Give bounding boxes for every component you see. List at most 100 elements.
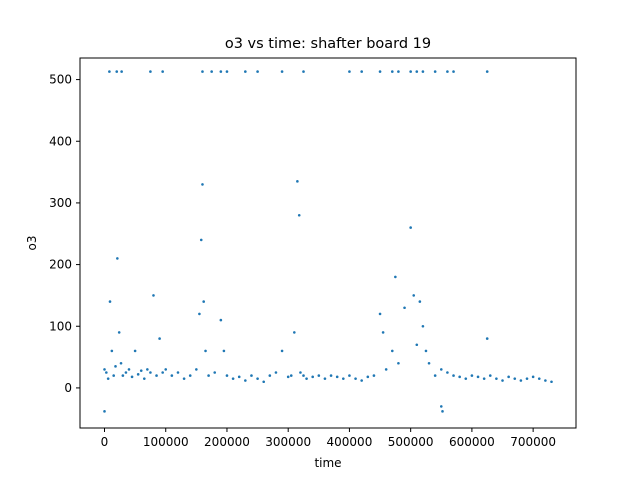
data-point <box>250 374 253 377</box>
data-point <box>366 375 370 379</box>
data-point <box>201 183 204 186</box>
data-point <box>244 379 247 382</box>
data-point <box>397 361 400 365</box>
data-point <box>198 312 201 316</box>
y-tick-label: 400 <box>49 134 72 148</box>
data-point <box>204 349 207 353</box>
data-point <box>225 374 229 377</box>
data-point <box>415 343 419 347</box>
data-point <box>397 70 400 73</box>
data-point <box>470 374 474 377</box>
y-tick-label: 200 <box>49 258 72 272</box>
data-point <box>110 349 114 353</box>
data-point <box>268 374 272 377</box>
data-point <box>507 375 510 379</box>
data-point <box>158 337 161 340</box>
data-point <box>421 70 425 73</box>
data-point <box>354 377 357 380</box>
data-point <box>360 70 363 73</box>
data-point <box>213 371 217 374</box>
data-point <box>335 375 339 379</box>
data-point <box>280 70 284 73</box>
y-tick-label: 300 <box>49 196 72 210</box>
data-point <box>482 377 486 380</box>
x-tick-label: 400000 <box>327 435 373 449</box>
data-point <box>262 380 266 384</box>
data-point <box>427 361 431 365</box>
x-axis-ticks: 0 100000 200000 300000 400000 500000 600000 700… <box>101 428 556 449</box>
data-point <box>222 349 226 353</box>
data-point <box>149 70 152 73</box>
data-point <box>256 70 259 73</box>
data-point <box>256 377 259 380</box>
data-point <box>348 374 351 377</box>
data-point <box>531 375 535 379</box>
data-point <box>210 70 213 73</box>
data-points <box>103 70 553 413</box>
data-point <box>329 374 333 377</box>
y-axis-label: o3 <box>25 236 39 251</box>
data-point <box>207 374 210 377</box>
y-tick-label: 500 <box>49 73 72 87</box>
data-point <box>378 312 382 316</box>
data-point <box>152 294 155 297</box>
data-point <box>121 374 125 377</box>
data-point <box>164 368 168 371</box>
data-point <box>412 294 416 297</box>
data-point <box>103 410 106 413</box>
data-point <box>231 377 235 380</box>
data-point <box>390 70 394 73</box>
data-point <box>219 318 223 322</box>
data-point <box>117 331 121 334</box>
plot-area <box>79 57 577 429</box>
data-point <box>182 377 186 380</box>
data-point <box>136 373 140 376</box>
data-point <box>381 331 385 334</box>
data-point <box>225 70 229 73</box>
data-point <box>378 70 382 73</box>
data-point <box>409 70 412 73</box>
data-point <box>485 337 489 340</box>
data-point <box>161 70 164 73</box>
x-tick-label: 0 <box>101 435 109 449</box>
data-point <box>421 324 425 328</box>
data-point <box>108 70 111 73</box>
x-tick-label: 300000 <box>265 435 311 449</box>
data-point <box>142 377 146 380</box>
data-point <box>286 375 290 379</box>
data-point <box>219 70 223 73</box>
data-point <box>305 377 308 380</box>
data-point <box>293 331 296 334</box>
data-point <box>114 365 117 368</box>
data-point <box>176 371 180 374</box>
data-point <box>464 377 468 380</box>
data-point <box>394 275 397 279</box>
data-point <box>372 374 376 377</box>
data-point <box>139 369 143 372</box>
data-point <box>441 410 444 413</box>
data-point <box>127 368 131 371</box>
data-point <box>446 371 449 374</box>
data-point <box>342 377 345 380</box>
data-point <box>155 374 158 377</box>
data-point <box>433 70 437 73</box>
data-point <box>495 377 498 380</box>
data-point <box>296 180 299 183</box>
data-point <box>103 368 106 371</box>
data-point <box>119 361 123 365</box>
data-point <box>130 375 134 379</box>
data-point <box>188 374 192 377</box>
data-point <box>458 375 461 379</box>
data-point <box>537 377 541 380</box>
chart-title: o3 vs time: shafter board 19 <box>225 36 431 52</box>
data-point <box>311 375 314 379</box>
data-point <box>280 349 284 353</box>
data-point <box>513 377 517 380</box>
data-point <box>550 380 553 384</box>
data-point <box>488 374 492 377</box>
data-point <box>390 349 394 353</box>
data-point <box>544 379 547 382</box>
data-point <box>237 375 241 379</box>
y-tick-label: 0 <box>64 381 72 395</box>
